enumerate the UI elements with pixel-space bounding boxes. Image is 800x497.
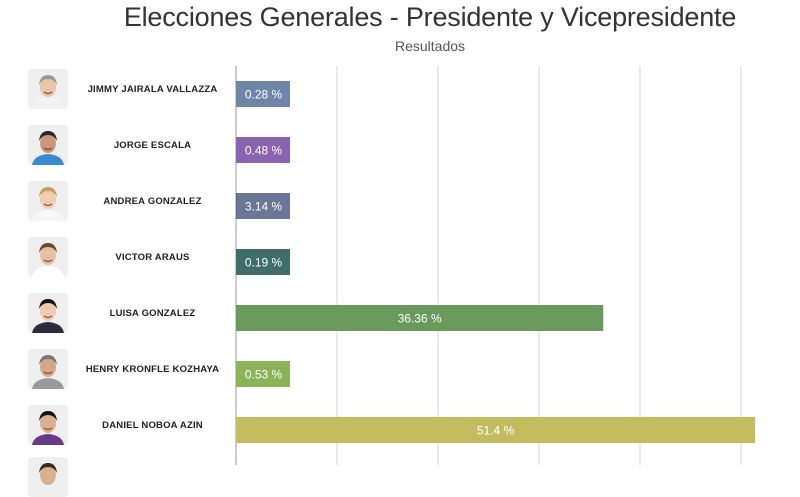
bar-label-box [237, 137, 290, 163]
candidate-photo-icon [28, 293, 68, 333]
candidate-name: VICTOR ARAUS [115, 251, 190, 263]
bar-group: 36.36 % [236, 305, 604, 331]
candidate-name: HENRY KRONFLE KOZHAYA [85, 363, 220, 375]
bar-value-label: 3.14 % [245, 200, 283, 214]
bar-group: 51.4 % [236, 417, 756, 443]
bar-label-box [237, 249, 290, 275]
bar-group: 0.19 % [236, 249, 290, 275]
bar-value-label: 0.19 % [245, 256, 283, 270]
bar-value-label: 36.36 % [398, 312, 442, 326]
candidate-name: LUISA GONZALEZ [109, 307, 196, 319]
bar[interactable] [236, 417, 756, 443]
bar-label-box [237, 81, 290, 107]
candidate-row: LUISA GONZALEZ [0, 290, 235, 336]
candidate-photo-icon [28, 69, 68, 109]
bar-group: 3.14 % [236, 193, 290, 219]
candidate-photo-icon [28, 125, 68, 165]
candidate-name: JIMMY JAIRALA VALLAZZA [87, 83, 218, 95]
bar-label-box [237, 361, 290, 387]
candidate-photo-icon [28, 405, 68, 445]
bar-group: 0.48 % [236, 137, 290, 163]
candidate-row: DANIEL NOBOA AZIN [0, 402, 235, 448]
bar-label-box [237, 193, 290, 219]
bar-value-label: 0.53 % [245, 368, 283, 382]
bar-group: 0.53 % [236, 361, 290, 387]
candidate-row: JORGE ESCALA [0, 122, 235, 168]
bar-value-label: 0.48 % [245, 144, 283, 158]
candidate-photo-icon [28, 237, 68, 277]
candidate-photo-icon [28, 349, 68, 389]
candidate-name: ANDREA GONZALEZ [103, 195, 202, 207]
bar-value-label: 0.28 % [245, 88, 283, 102]
chart-subtitle: Resultados [394, 38, 466, 54]
candidate-photo-icon [28, 181, 68, 221]
candidate-row: ANDREA GONZALEZ [0, 178, 235, 224]
chart-title: Elecciones Generales - Presidente y Vice… [123, 2, 737, 32]
bar-group: 0.28 % [236, 81, 290, 107]
candidate-row: VICTOR ARAUS [0, 234, 235, 280]
bar[interactable] [236, 249, 238, 275]
bar[interactable] [236, 305, 604, 331]
candidate-name: DANIEL NOBOA AZIN [102, 419, 203, 431]
bar-chart: 0.28 % 0.48 % 3.14 % 0.19 % 36.36 % 0.53 % 51.… [235, 66, 756, 465]
candidate-row: JIMMY JAIRALA VALLAZZA [0, 66, 235, 112]
candidate-row: HENRY KRONFLE KOZHAYA [0, 346, 235, 392]
bar-value-label: 51.4 % [477, 424, 515, 438]
candidate-photo-icon [28, 457, 68, 497]
candidate-name: JORGE ESCALA [113, 139, 192, 151]
